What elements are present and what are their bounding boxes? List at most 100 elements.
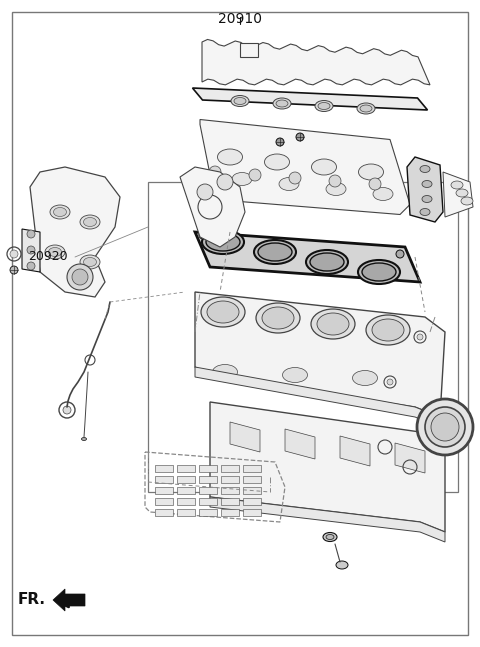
Bar <box>240 43 258 57</box>
Text: FR.: FR. <box>18 592 46 607</box>
Ellipse shape <box>315 100 333 111</box>
Bar <box>243 498 261 505</box>
Polygon shape <box>200 120 410 215</box>
Ellipse shape <box>312 159 336 175</box>
Ellipse shape <box>318 102 330 109</box>
Bar <box>155 509 173 516</box>
Circle shape <box>27 230 35 238</box>
Polygon shape <box>30 167 120 297</box>
Circle shape <box>10 266 18 274</box>
Circle shape <box>425 407 465 447</box>
Ellipse shape <box>45 245 65 259</box>
Ellipse shape <box>422 181 432 188</box>
Bar <box>243 487 261 494</box>
Circle shape <box>276 138 284 146</box>
Circle shape <box>27 262 35 270</box>
Circle shape <box>417 399 473 455</box>
Bar <box>177 476 195 483</box>
Ellipse shape <box>262 307 294 329</box>
Ellipse shape <box>326 182 346 195</box>
Circle shape <box>10 250 18 258</box>
Ellipse shape <box>273 98 291 109</box>
Polygon shape <box>395 443 425 473</box>
Polygon shape <box>180 167 245 247</box>
Ellipse shape <box>234 98 246 105</box>
Circle shape <box>197 184 213 200</box>
Ellipse shape <box>420 166 430 173</box>
Bar <box>177 465 195 472</box>
Circle shape <box>329 175 341 187</box>
Circle shape <box>72 269 88 285</box>
Bar <box>155 487 173 494</box>
Bar <box>155 465 173 472</box>
Ellipse shape <box>373 188 393 201</box>
Ellipse shape <box>352 371 377 386</box>
Bar <box>177 509 195 516</box>
Ellipse shape <box>372 319 404 341</box>
Bar <box>221 465 239 472</box>
Ellipse shape <box>80 215 100 229</box>
Bar <box>221 487 239 494</box>
Ellipse shape <box>336 561 348 569</box>
Bar <box>155 476 173 483</box>
Ellipse shape <box>323 532 337 542</box>
Bar <box>221 509 239 516</box>
Circle shape <box>27 246 35 254</box>
Circle shape <box>431 413 459 441</box>
Ellipse shape <box>84 217 96 226</box>
Ellipse shape <box>256 303 300 333</box>
Ellipse shape <box>310 253 344 271</box>
Ellipse shape <box>264 154 289 170</box>
Ellipse shape <box>201 297 245 327</box>
Ellipse shape <box>80 255 100 269</box>
Ellipse shape <box>422 195 432 203</box>
Ellipse shape <box>50 205 70 219</box>
Polygon shape <box>195 292 445 417</box>
Polygon shape <box>230 422 260 452</box>
Bar <box>155 498 173 505</box>
Ellipse shape <box>358 260 400 284</box>
Ellipse shape <box>217 149 242 165</box>
Text: 20920: 20920 <box>28 250 68 263</box>
Bar <box>199 465 217 472</box>
Circle shape <box>369 178 381 190</box>
Ellipse shape <box>366 315 410 345</box>
Ellipse shape <box>254 240 296 264</box>
Bar <box>221 498 239 505</box>
Bar <box>243 465 261 472</box>
Bar <box>243 476 261 483</box>
Ellipse shape <box>279 177 299 190</box>
Ellipse shape <box>456 189 468 197</box>
Ellipse shape <box>276 100 288 107</box>
Circle shape <box>199 231 207 239</box>
Ellipse shape <box>360 105 372 112</box>
Ellipse shape <box>283 367 308 382</box>
Bar <box>199 498 217 505</box>
Ellipse shape <box>202 230 244 254</box>
Polygon shape <box>192 88 428 110</box>
Circle shape <box>296 133 304 141</box>
Bar <box>177 487 195 494</box>
Polygon shape <box>407 157 443 222</box>
Ellipse shape <box>306 250 348 274</box>
Bar <box>199 509 217 516</box>
Circle shape <box>67 264 93 290</box>
FancyArrowPatch shape <box>61 599 80 607</box>
Circle shape <box>387 379 393 385</box>
Ellipse shape <box>48 248 61 256</box>
Bar <box>177 498 195 505</box>
Circle shape <box>63 406 71 414</box>
Text: 20910: 20910 <box>218 12 262 26</box>
Circle shape <box>217 174 233 190</box>
Polygon shape <box>22 229 40 272</box>
Polygon shape <box>210 402 445 532</box>
Ellipse shape <box>311 309 355 339</box>
Ellipse shape <box>206 233 240 251</box>
Ellipse shape <box>232 173 252 186</box>
Ellipse shape <box>317 313 349 335</box>
Bar <box>148 182 458 492</box>
Ellipse shape <box>82 437 86 441</box>
Bar <box>199 476 217 483</box>
Ellipse shape <box>461 197 473 205</box>
Circle shape <box>209 166 221 178</box>
